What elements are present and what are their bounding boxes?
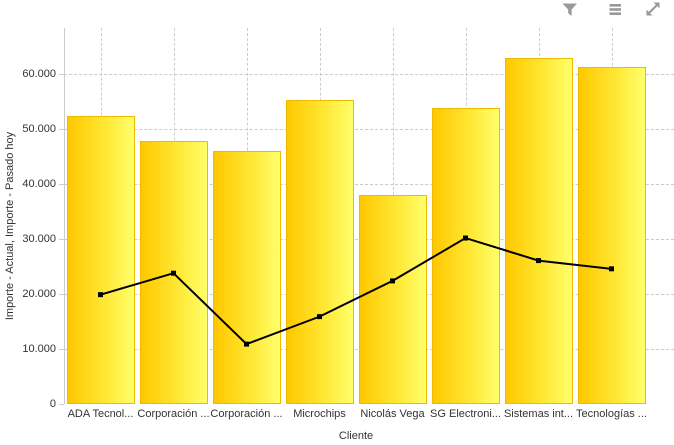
bar-Sistemas int...[interactable]: [504, 57, 573, 404]
x-axis-label: Nicolás Vega: [360, 408, 425, 420]
y-axis-tick: [59, 239, 64, 241]
h-gridline: [64, 129, 674, 131]
bar-ADA Tecnol...[interactable]: [66, 115, 135, 404]
bar-Nicolás Vega[interactable]: [358, 195, 427, 404]
y-axis-label: 30.000: [22, 233, 56, 246]
bar-Corporación ...[interactable]: [139, 141, 208, 404]
y-axis-tick: [59, 184, 64, 186]
y-axis-tick: [59, 294, 64, 296]
bar-Corporación ...[interactable]: [212, 151, 281, 404]
bar-SG Electroni...[interactable]: [431, 107, 500, 404]
y-axis-tick: [59, 404, 64, 405]
x-axis-label: Tecnologías ...: [576, 408, 647, 420]
h-gridline: [64, 184, 674, 186]
h-gridline: [64, 74, 674, 76]
y-axis-line: [64, 28, 65, 404]
filter-icon: [562, 3, 578, 20]
y-axis-label: 50.000: [22, 123, 56, 136]
y-axis-label: 0: [49, 398, 56, 410]
menu-button[interactable]: [605, 2, 625, 20]
y-axis-tick: [59, 74, 64, 76]
x-axis-title: Cliente: [338, 430, 374, 442]
y-axis-label: 20.000: [22, 288, 56, 301]
y-axis-title: Importe - Actual, Importe - Pasado hoy: [4, 131, 16, 321]
x-axis-label: Microchips: [293, 408, 346, 420]
x-axis-label: SG Electroni...: [430, 408, 501, 420]
bar-Microchips[interactable]: [285, 99, 354, 404]
x-axis-label: Sistemas int...: [503, 408, 574, 420]
expand-icon: [645, 2, 661, 20]
y-axis-label: 60.000: [22, 68, 56, 81]
y-axis-label: 10.000: [22, 343, 56, 356]
bar-Tecnologías ...[interactable]: [577, 66, 646, 404]
y-axis-label: 40.000: [22, 178, 56, 191]
y-axis-tick: [59, 129, 64, 131]
expand-icon-button[interactable]: [643, 1, 663, 19]
y-axis-tick: [59, 349, 64, 351]
menu-icon: [609, 4, 622, 19]
x-axis-label: Corporación ...: [210, 408, 283, 420]
x-axis-label: ADA Tecnol...: [67, 408, 134, 420]
filter-button[interactable]: [560, 2, 580, 20]
x-axis-label: Corporación ...: [137, 408, 210, 420]
